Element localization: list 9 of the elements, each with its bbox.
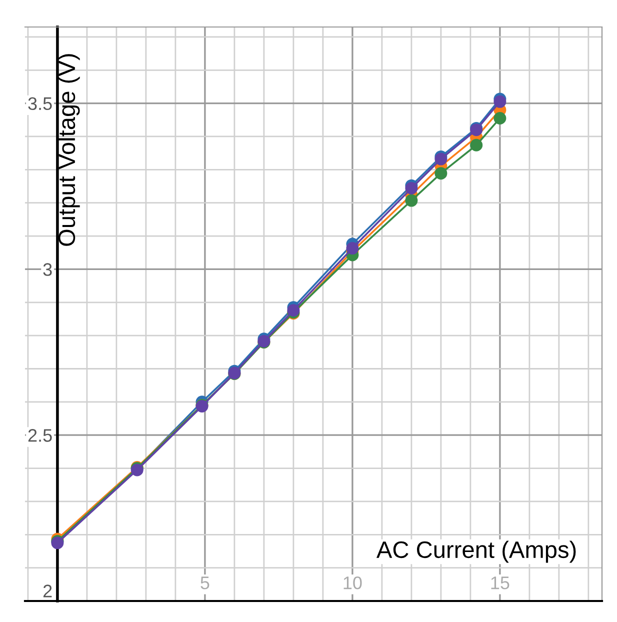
x-tick-label: 15 [491, 576, 510, 590]
x-tick-label: 10 [344, 576, 362, 590]
y-axis-title: Output Voltage (V) [58, 54, 80, 246]
x-axis-title: AC Current (Amps) [376, 540, 576, 563]
y-tick-label: 3 [43, 263, 52, 276]
y-tick-label: 2 [43, 584, 52, 598]
y-tick-label: 2.5 [28, 429, 52, 442]
x-tick-label: 5 [200, 576, 210, 590]
y-tick-label: 3.5 [28, 97, 52, 110]
